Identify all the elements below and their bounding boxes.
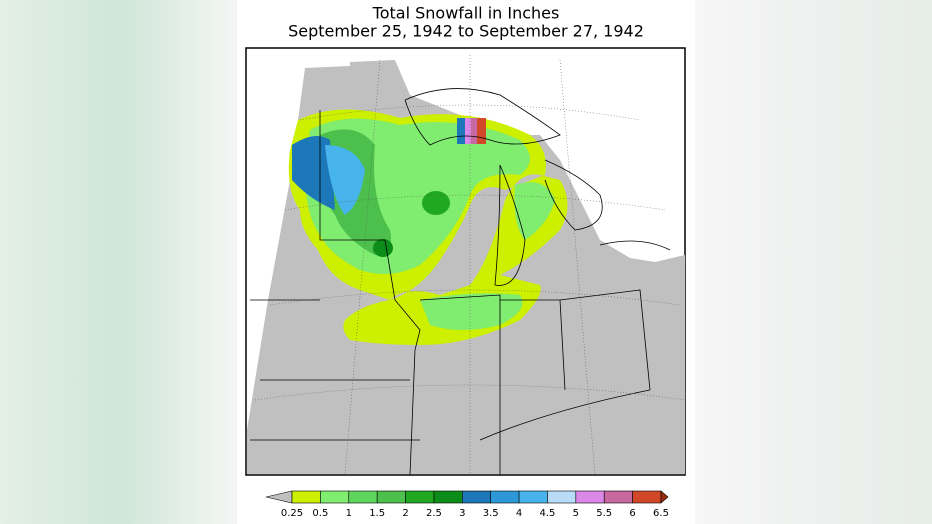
colorbar-box	[603, 490, 633, 504]
boundaries	[250, 88, 671, 476]
snow-area	[471, 118, 477, 144]
colorbar-box	[348, 490, 378, 504]
background-left	[0, 0, 237, 524]
colorbar-end	[660, 490, 669, 504]
colorbar-box	[405, 490, 435, 504]
colorbar-label: 5	[573, 508, 579, 519]
snow-area	[373, 239, 393, 257]
colorbar-box	[376, 490, 406, 504]
colorbar-label: 6.5	[653, 508, 669, 519]
colorbar-label: 2.5	[426, 508, 442, 519]
colorbar-label: 5.5	[596, 508, 612, 519]
colorbar-box	[518, 490, 548, 504]
colorbar-label: 4.5	[540, 508, 556, 519]
snow-area	[292, 136, 335, 210]
snow-area	[477, 118, 486, 144]
colorbar-label: 0.5	[312, 508, 328, 519]
colorbar-label: 3.5	[483, 508, 499, 519]
colorbar-label: 3	[459, 508, 465, 519]
colorbar-box	[547, 490, 577, 504]
snow-area	[514, 182, 555, 240]
background-right	[695, 0, 932, 524]
colorbar-label: 4	[516, 508, 522, 519]
colorbar-box	[575, 490, 605, 504]
colorbar-box	[433, 490, 463, 504]
colorbar-label: 0.25	[281, 508, 303, 519]
colorbar-label: 1	[346, 508, 352, 519]
snow-area	[422, 191, 450, 215]
map	[245, 47, 686, 476]
colorbar-label: 6	[629, 508, 635, 519]
colorbar-box	[291, 490, 321, 504]
colorbar-box	[462, 490, 491, 504]
map-subtitle: September 25, 1942 to September 27, 1942	[288, 22, 644, 41]
colorbar-label: 1.5	[369, 508, 385, 519]
snow-area	[457, 118, 465, 144]
snow-area	[465, 118, 471, 144]
colorbar-label: 2	[402, 508, 408, 519]
colorbar: 0.25 0.5 1 1.5 2 2.5 3 3.5 4 4.5 5 5.5 6 6.5	[265, 490, 669, 519]
map-title: Total Snowfall in Inches	[372, 4, 560, 23]
graticule	[254, 55, 686, 475]
colorbar-box	[632, 490, 662, 504]
snow-area	[325, 145, 365, 215]
colorbar-box	[490, 490, 520, 504]
colorbar-box	[320, 490, 350, 504]
snow-area	[420, 293, 523, 330]
